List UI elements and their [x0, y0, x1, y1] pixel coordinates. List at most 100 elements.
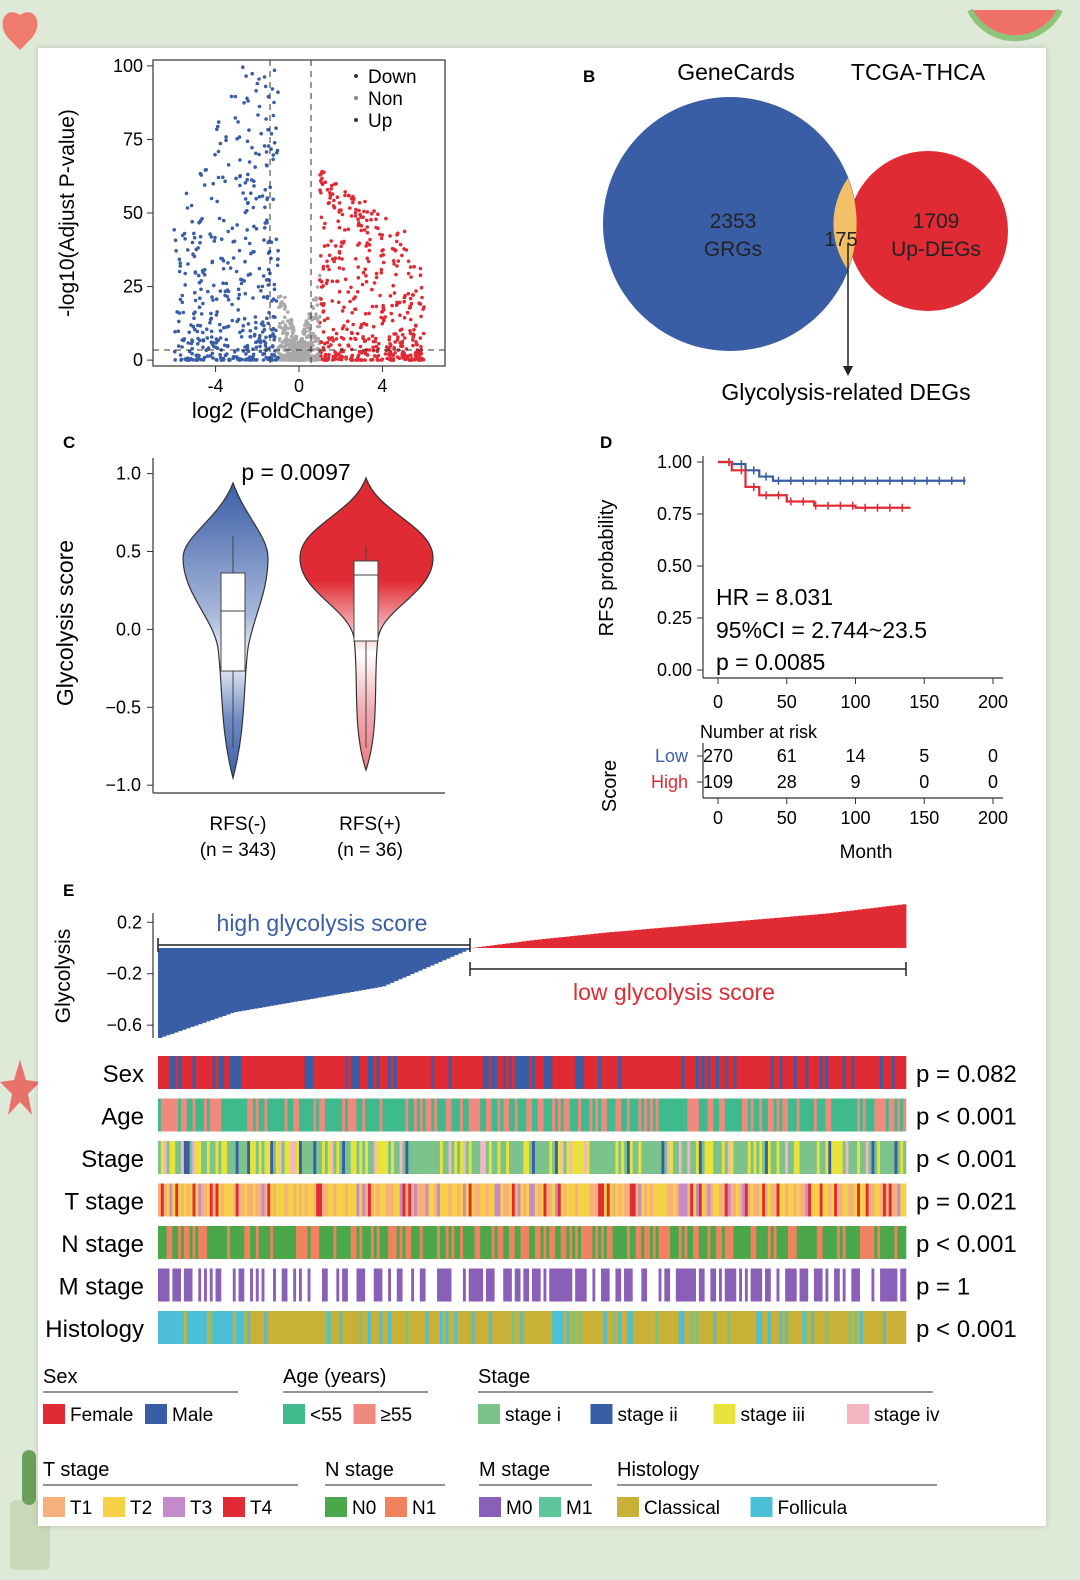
waterfall-bar-high [302, 948, 307, 1001]
track-cell [172, 1141, 176, 1174]
volcano-point-down [221, 175, 225, 180]
track-cell [773, 1141, 777, 1174]
track-cell [330, 1183, 334, 1217]
volcano-point-down [214, 313, 219, 317]
track-cell [609, 1056, 613, 1089]
track-cell [678, 1056, 682, 1089]
track-cell [707, 1183, 711, 1217]
waterfall-bar-low [738, 921, 743, 948]
volcano-point-down [250, 145, 254, 150]
volcano-point-up [396, 335, 400, 339]
volcano-point-non [314, 339, 318, 343]
track-cell [612, 1183, 616, 1217]
volcano-point-down [226, 261, 230, 265]
track-cell [273, 1098, 277, 1132]
track-cell [451, 1141, 455, 1174]
track-cell [601, 1183, 605, 1217]
volcano-point-down [258, 349, 263, 354]
volcano-point-up [337, 225, 342, 230]
track-cell [235, 1311, 239, 1344]
waterfall-ytick-label: −0.2 [106, 964, 142, 984]
track-cell [658, 1141, 662, 1174]
volcano-point-up [395, 338, 400, 342]
legend-swatch [539, 1497, 561, 1517]
waterfall-bar-high [338, 948, 343, 994]
waterfall-bar-low [626, 930, 631, 948]
volcano-point-down [270, 328, 274, 332]
waterfall-bar-low [486, 946, 491, 948]
track-cell [339, 1098, 343, 1132]
track-cell [641, 1311, 645, 1344]
volcano-point-down [210, 351, 215, 356]
volcano-point-up [363, 358, 367, 362]
track-cell [330, 1141, 334, 1174]
panel-d-letter: D [600, 433, 612, 452]
track-cell [471, 1268, 475, 1302]
track-cell [405, 1141, 409, 1174]
track-cell [687, 1183, 691, 1217]
volcano-point-down [254, 151, 258, 156]
volcano-point-up [400, 341, 405, 345]
track-cell [790, 1141, 795, 1174]
track-cell [169, 1141, 173, 1174]
track-cell [422, 1056, 426, 1089]
track-cell [828, 1226, 832, 1259]
track-cell [206, 1056, 211, 1089]
track-cell [500, 1183, 504, 1217]
track-cell [172, 1056, 176, 1089]
track-cell [422, 1098, 426, 1132]
volcano-point-up [395, 264, 399, 268]
track-cell [451, 1226, 455, 1259]
track-cell [747, 1183, 751, 1217]
track-cell [704, 1183, 708, 1217]
track-cell [690, 1311, 694, 1344]
track-cell [529, 1141, 533, 1174]
volcano-point-up [418, 266, 423, 271]
track-cell [632, 1268, 636, 1302]
track-cell [877, 1183, 881, 1217]
track-cell [730, 1311, 734, 1344]
violin-ytick-label: 0.5 [116, 541, 141, 561]
track-cell [376, 1226, 380, 1259]
track-cell [733, 1141, 737, 1174]
track-cell [736, 1226, 740, 1259]
volcano-point-down [263, 84, 268, 89]
volcano-point-down [209, 329, 214, 334]
track-cell [347, 1226, 352, 1259]
track-cell [546, 1183, 550, 1217]
volcano-point-down [243, 197, 248, 201]
volcano-point-down [264, 347, 268, 352]
volcano-point-up [409, 317, 413, 322]
legend-title: Sex [43, 1366, 77, 1388]
track-cell [675, 1141, 680, 1174]
track-cell [494, 1183, 498, 1217]
track-cell [514, 1268, 518, 1302]
track-cell [370, 1268, 375, 1302]
track-cell [626, 1268, 631, 1302]
track-cell [310, 1311, 314, 1344]
track-cell [868, 1311, 872, 1344]
track-cell [825, 1141, 829, 1174]
volcano-ylabel: -log10(Adjust P-value) [56, 109, 79, 317]
track-cell [523, 1141, 527, 1174]
track-cell [900, 1268, 904, 1302]
track-cell [471, 1098, 475, 1132]
track-cell [252, 1056, 257, 1089]
track-cell [612, 1098, 616, 1132]
track-cell [678, 1141, 682, 1174]
track-cell [747, 1226, 751, 1259]
track-cell [163, 1268, 167, 1302]
track-cell [307, 1098, 311, 1132]
track-cell [293, 1226, 297, 1259]
track-cell [805, 1311, 809, 1344]
track-cell [618, 1183, 622, 1217]
volcano-point-down [238, 158, 242, 162]
volcano-point-up [402, 351, 407, 356]
track-cell [480, 1183, 484, 1217]
track-cell [603, 1268, 608, 1302]
volcano-point-up [363, 199, 367, 204]
volcano-point-down [249, 357, 253, 361]
volcano-point-non [279, 325, 283, 330]
track-cell [457, 1183, 461, 1217]
volcano-point-up [342, 305, 346, 310]
